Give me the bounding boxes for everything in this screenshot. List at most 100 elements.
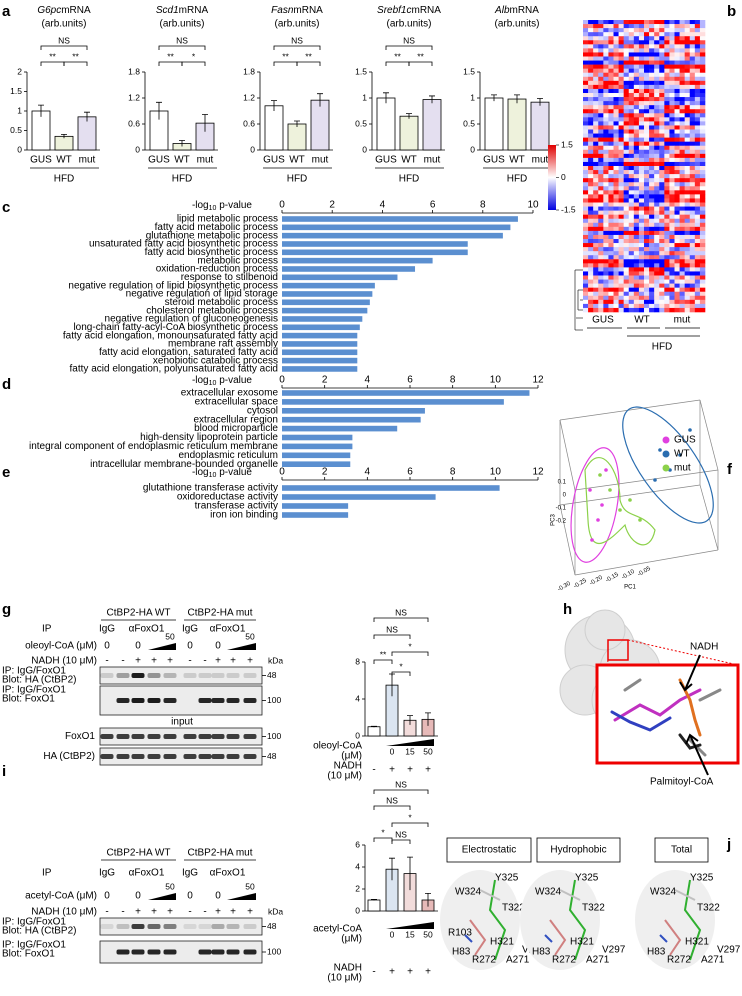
heatmap-cell bbox=[618, 291, 624, 297]
heatmap-cell bbox=[689, 210, 696, 215]
heatmap-cell bbox=[583, 88, 589, 94]
heatmap-cell bbox=[618, 60, 624, 65]
heatmap-cell bbox=[699, 283, 706, 288]
heatmap-cell bbox=[659, 72, 665, 78]
heatmap-cell bbox=[633, 263, 640, 268]
nadh-sign: - bbox=[372, 765, 375, 776]
heatmap-cell bbox=[644, 251, 650, 256]
heatmap-cell bbox=[664, 153, 670, 159]
heatmap-cell bbox=[659, 93, 665, 98]
heatmap-cell bbox=[694, 93, 701, 98]
heatmap-cell bbox=[598, 32, 604, 37]
heatmap-cell bbox=[638, 259, 645, 264]
heatmap-cell bbox=[659, 247, 665, 252]
heatmap-cell bbox=[689, 40, 696, 45]
heatmap-cell bbox=[588, 226, 594, 232]
heatmap-cell bbox=[684, 48, 691, 53]
heatmap-cell bbox=[633, 295, 640, 301]
gene-name: Srebf1c bbox=[377, 5, 411, 16]
heatmap-cell bbox=[699, 80, 706, 86]
heatmap-cell bbox=[684, 283, 691, 288]
heatmap-cell bbox=[633, 137, 640, 142]
heatmap-cell bbox=[628, 239, 635, 244]
heatmap-cell bbox=[593, 93, 599, 98]
heatmap-cell bbox=[628, 137, 635, 142]
heatmap-cell bbox=[623, 157, 630, 163]
heatmap-cell bbox=[689, 243, 696, 248]
heatmap-cell bbox=[674, 287, 680, 293]
heatmap-cell bbox=[608, 186, 614, 191]
heatmap-cell bbox=[583, 230, 589, 236]
heatmap-cell bbox=[583, 206, 589, 211]
z-tick-label: 0.1 bbox=[558, 480, 567, 486]
heatmap-cell bbox=[588, 210, 594, 215]
heatmap-cell bbox=[644, 174, 650, 179]
heatmap-cell bbox=[583, 157, 589, 163]
method-box bbox=[446, 837, 532, 863]
blot-band bbox=[243, 698, 257, 703]
heatmap-cell bbox=[679, 88, 685, 94]
heatmap-cell bbox=[674, 243, 680, 248]
x-tick-label: 2 bbox=[322, 375, 328, 386]
heatmap-cell bbox=[628, 299, 635, 305]
heatmap-cell bbox=[649, 84, 655, 90]
significance-bracket bbox=[391, 671, 411, 676]
x-tick-label: 8 bbox=[450, 467, 456, 478]
heatmap-cell bbox=[694, 80, 701, 86]
heatmap-cell bbox=[583, 190, 589, 195]
heatmap-cell bbox=[684, 251, 691, 256]
heatmap-cell bbox=[613, 279, 619, 284]
heatmap-cell bbox=[588, 72, 594, 78]
heatmap-cell bbox=[618, 133, 624, 138]
heatmap-cell bbox=[598, 64, 604, 69]
heatmap-cell bbox=[654, 44, 660, 49]
bar bbox=[282, 257, 433, 264]
heatmap-cell bbox=[593, 36, 599, 41]
heatmap-cell bbox=[598, 121, 604, 126]
heatmap-cell bbox=[654, 161, 660, 167]
residue-label: T322 bbox=[697, 903, 720, 914]
heatmap-cell bbox=[628, 234, 635, 240]
heatmap-cell bbox=[654, 125, 660, 130]
heatmap-cell bbox=[659, 161, 665, 167]
category-label: glutathione metabolic process bbox=[146, 230, 278, 241]
heatmap-cell bbox=[603, 117, 609, 122]
heatmap-cell bbox=[613, 267, 619, 272]
heatmap-cell bbox=[583, 279, 589, 284]
heatmap-cell bbox=[593, 170, 599, 175]
heatmap-cell bbox=[618, 259, 624, 264]
heatmap-cell bbox=[669, 299, 675, 305]
heatmap-cell bbox=[598, 56, 604, 61]
heatmap-cell bbox=[654, 76, 660, 82]
heatmap-cell bbox=[608, 105, 614, 110]
heatmap-cell bbox=[623, 222, 630, 228]
heatmap-cell bbox=[588, 222, 594, 228]
error-bar bbox=[429, 95, 435, 104]
heatmap-cell bbox=[699, 279, 706, 284]
heatmap-cell bbox=[649, 129, 655, 134]
heatmap-cell bbox=[669, 84, 675, 90]
heatmap-cell bbox=[684, 129, 691, 134]
heatmap-cell bbox=[644, 210, 650, 215]
heatmap-cell bbox=[583, 44, 589, 49]
significance-bracket bbox=[391, 822, 429, 827]
heatmap-cell bbox=[699, 299, 706, 305]
heatmap-cell bbox=[613, 259, 619, 264]
heatmap-cell bbox=[618, 145, 624, 151]
heatmap-cell bbox=[644, 88, 650, 94]
heatmap-cell bbox=[618, 101, 624, 106]
heatmap-cell bbox=[638, 32, 645, 37]
heatmap-cell bbox=[613, 206, 619, 211]
ip-lane-label: αFoxO1 bbox=[129, 868, 165, 879]
heatmap-cell bbox=[608, 295, 614, 301]
heatmap-cell bbox=[654, 303, 660, 309]
heatmap-cell bbox=[638, 279, 645, 284]
heatmap-cell bbox=[694, 259, 701, 264]
heatmap-cell bbox=[659, 182, 665, 187]
heatmap-cell bbox=[583, 52, 589, 57]
heatmap-cell bbox=[649, 145, 655, 151]
heatmap-cell bbox=[618, 271, 624, 276]
heatmap-cell bbox=[638, 230, 645, 236]
blot-band bbox=[116, 698, 130, 703]
heatmap-cell bbox=[628, 202, 635, 207]
